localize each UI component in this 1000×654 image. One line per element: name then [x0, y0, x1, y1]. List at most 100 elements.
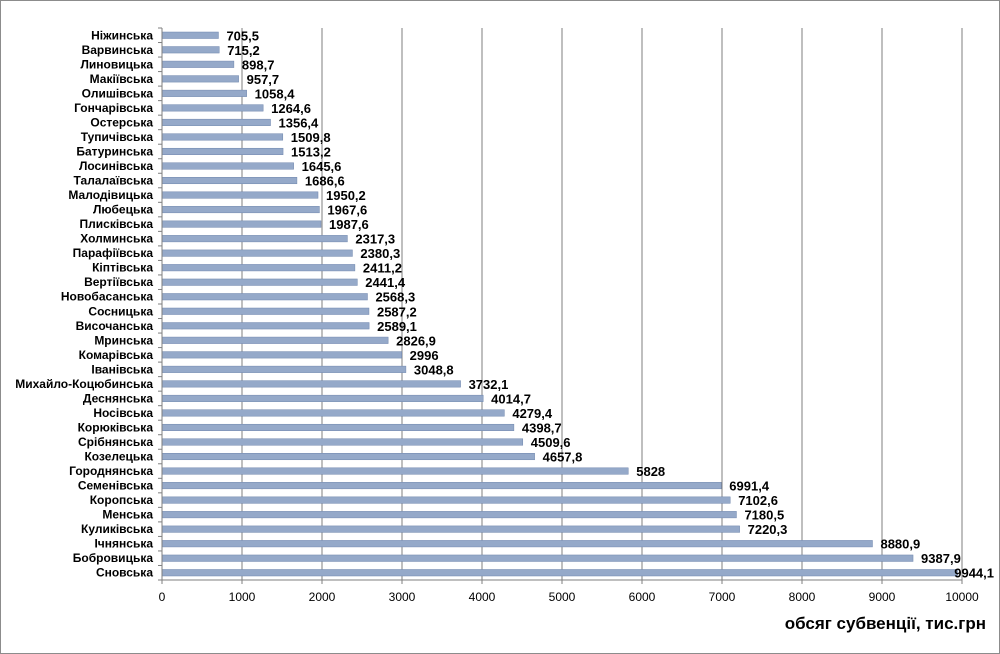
bar	[161, 409, 505, 417]
bar	[161, 46, 220, 54]
data-label: 9944,1	[954, 566, 994, 581]
data-label: 2568,3	[375, 290, 415, 305]
category-label: Сосницька	[88, 304, 153, 318]
category-label: Срібнянська	[78, 435, 153, 449]
data-label: 1686,6	[305, 174, 345, 189]
x-tick-label: 4000	[469, 590, 496, 604]
data-label: 4279,4	[512, 406, 553, 421]
category-label: Михайло-Коцюбинська	[15, 377, 153, 391]
bar	[161, 554, 914, 562]
bar	[161, 336, 389, 344]
data-label: 2996	[410, 348, 439, 363]
data-label: 2589,1	[377, 319, 417, 334]
bar	[161, 220, 322, 228]
data-label: 1967,6	[327, 203, 367, 218]
category-label: Вертіївська	[84, 275, 153, 289]
category-label: Тупичівська	[81, 130, 154, 144]
data-label: 1058,4	[255, 86, 296, 101]
bar	[161, 133, 284, 141]
bar	[161, 75, 239, 83]
bar	[161, 249, 353, 257]
category-label: Куликівська	[81, 522, 153, 536]
category-label: Менська	[102, 508, 153, 522]
bar	[161, 264, 356, 272]
category-label: Малодівицька	[68, 188, 153, 202]
data-label: 2587,2	[377, 304, 417, 319]
category-label: Бобровицька	[73, 551, 154, 565]
bar	[161, 162, 294, 170]
data-label: 2317,3	[355, 232, 395, 247]
data-label: 4398,7	[522, 420, 562, 435]
bar	[161, 482, 722, 490]
x-tick-label: 10000	[945, 590, 979, 604]
bar	[161, 511, 737, 519]
x-tick-label: 2000	[309, 590, 336, 604]
x-tick-label: 5000	[549, 590, 576, 604]
data-label: 9387,9	[921, 551, 961, 566]
x-tick-label: 6000	[629, 590, 656, 604]
bar	[161, 177, 298, 185]
bar	[161, 365, 407, 373]
category-label: Мринська	[94, 333, 153, 347]
data-label: 6991,4	[729, 479, 770, 494]
bar	[161, 191, 319, 199]
category-label: Любецька	[93, 203, 153, 217]
category-label: Височанська	[76, 319, 154, 333]
category-label: Комарівська	[79, 348, 154, 362]
data-label: 1509,8	[291, 130, 331, 145]
category-label: Макіївська	[90, 72, 154, 86]
category-label: Сновська	[96, 566, 153, 580]
category-label: Городнянська	[69, 464, 153, 478]
x-tick-label: 3000	[389, 590, 416, 604]
bar	[161, 423, 515, 431]
data-label: 4509,6	[531, 435, 571, 450]
category-label: Іванівська	[91, 362, 153, 376]
data-label: 1645,6	[302, 159, 342, 174]
data-label: 1356,4	[279, 115, 320, 130]
data-label: 4014,7	[491, 391, 531, 406]
data-label: 2826,9	[396, 333, 436, 348]
bar	[161, 293, 368, 301]
x-tick-label: 0	[159, 590, 166, 604]
category-label: Батуринська	[76, 144, 153, 158]
category-label: Плисківська	[80, 217, 154, 231]
bar	[161, 525, 740, 533]
bar	[161, 438, 524, 446]
bar	[161, 206, 320, 214]
bar	[161, 453, 535, 461]
data-label: 1987,6	[329, 217, 369, 232]
bar	[161, 235, 348, 243]
data-label: 7220,3	[748, 522, 788, 537]
category-label: Коропська	[90, 493, 154, 507]
x-tick-label: 8000	[789, 590, 816, 604]
data-label: 898,7	[242, 57, 275, 72]
bar	[161, 351, 402, 359]
bar	[161, 89, 247, 97]
bar	[161, 467, 629, 475]
category-label: Новобасанська	[61, 290, 153, 304]
bar	[161, 31, 219, 39]
category-label: Ічнянська	[94, 537, 153, 551]
data-label: 3732,1	[469, 377, 509, 392]
category-label: Холминська	[80, 232, 153, 246]
x-tick-label: 1000	[229, 590, 256, 604]
bar	[161, 104, 264, 112]
category-label: Деснянська	[83, 391, 153, 405]
data-label: 3048,8	[414, 362, 454, 377]
category-label: Семенівська	[78, 479, 153, 493]
data-label: 5828	[636, 464, 665, 479]
x-tick-label: 9000	[869, 590, 896, 604]
x-axis-ticks: 0 1000 2000 3000 4000 5000 6000 7000 8000 9000 100…	[159, 580, 979, 604]
data-label: 957,7	[247, 72, 280, 87]
bar	[161, 322, 370, 330]
bar	[161, 307, 370, 315]
bar	[161, 118, 271, 126]
x-tick-label: 7000	[709, 590, 736, 604]
category-label: Остерська	[90, 115, 153, 129]
bar	[161, 60, 235, 68]
bar	[161, 147, 284, 155]
bar	[161, 569, 958, 577]
category-label: Корюківська	[78, 420, 154, 434]
category-label: Носівська	[93, 406, 153, 420]
